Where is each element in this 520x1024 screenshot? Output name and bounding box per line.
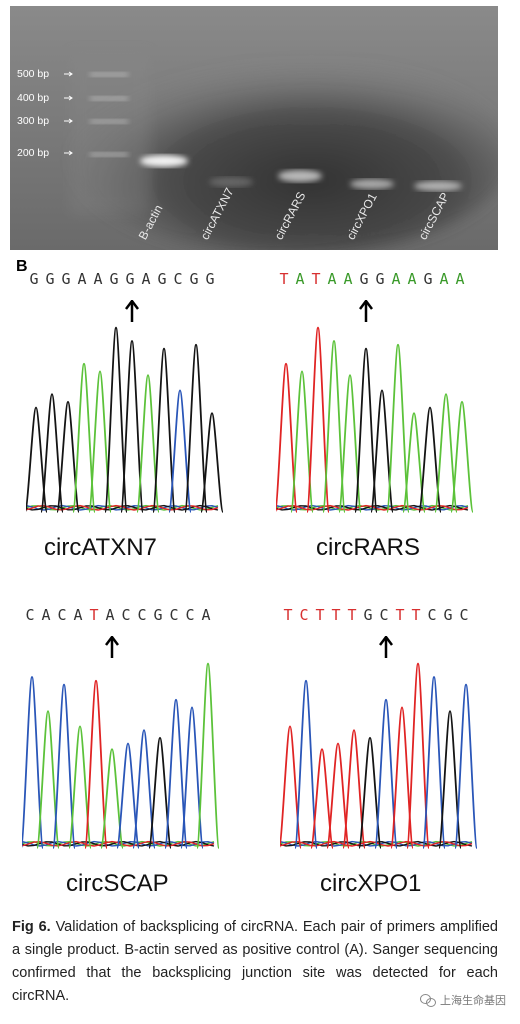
base-letter: G (423, 270, 433, 288)
junction-arrow-icon (125, 300, 139, 322)
base-letter: A (93, 270, 103, 288)
base-letter: G (363, 606, 373, 624)
chromatogram-title: circXPO1 (320, 870, 422, 897)
base-peak (354, 347, 378, 513)
base-letter: G (443, 606, 453, 624)
base-letter: C (459, 606, 469, 624)
base-letter: G (205, 270, 215, 288)
base-letter: G (359, 270, 369, 288)
base-letter: A (201, 606, 211, 624)
base-peak (84, 679, 108, 849)
base-letter: C (121, 606, 131, 624)
base-letter: A (295, 270, 305, 288)
base-letter: T (89, 606, 99, 624)
junction-arrow-icon (105, 636, 119, 658)
trace-svg (276, 300, 474, 513)
base-letter: T (411, 606, 421, 624)
base-letter: C (299, 606, 309, 624)
base-letter: A (41, 606, 51, 624)
base-letter: A (73, 606, 83, 624)
base-peak (422, 676, 446, 849)
base-letter: C (57, 606, 67, 624)
base-letter: C (185, 606, 195, 624)
base-letter: C (137, 606, 147, 624)
base-letter: G (109, 270, 119, 288)
base-peak (120, 340, 144, 513)
trace-svg (22, 636, 220, 849)
marker-300bp-label: 300 bp (17, 115, 50, 127)
base-letter: C (173, 270, 183, 288)
base-letter: A (141, 270, 151, 288)
base-letter: G (125, 270, 135, 288)
base-letter: G (189, 270, 199, 288)
base-peak (184, 343, 208, 513)
base-letter: T (347, 606, 357, 624)
base-peak (386, 343, 410, 513)
base-peak (52, 683, 76, 849)
base-letter: G (157, 270, 167, 288)
gel-background (10, 6, 498, 250)
panel-b-letter: B (16, 258, 28, 275)
base-letter: A (391, 270, 401, 288)
base-letter: A (327, 270, 337, 288)
base-letter: A (439, 270, 449, 288)
base-letter: A (343, 270, 353, 288)
base-letter: A (407, 270, 417, 288)
base-letter: G (153, 606, 163, 624)
base-letter: A (77, 270, 87, 288)
watermark-text: 上海生命基因 (440, 994, 506, 1007)
base-peak (152, 347, 176, 513)
gel-image: 500 bp 400 bp 300 bp 200 bp B-actin circ… (10, 6, 498, 250)
base-peak (200, 412, 224, 513)
base-letter: G (45, 270, 55, 288)
base-letter: C (379, 606, 389, 624)
marker-200bp-label: 200 bp (17, 147, 50, 159)
trace-svg (26, 300, 224, 513)
trace-svg (280, 636, 478, 849)
base-letter: A (455, 270, 465, 288)
base-letter: G (61, 270, 71, 288)
caption-text: Validation of backsplicing of circRNA. E… (12, 919, 498, 1004)
base-letter: C (169, 606, 179, 624)
base-letter: T (331, 606, 341, 624)
base-letter: G (29, 270, 39, 288)
base-letter: T (395, 606, 405, 624)
base-peak (22, 676, 44, 849)
base-letter: C (25, 606, 35, 624)
chromatogram-title: circRARS (316, 534, 421, 561)
watermark: 上海生命基因 (420, 992, 506, 1008)
base-peak (454, 683, 478, 849)
caption-label: Fig 6. (12, 919, 51, 935)
base-peak (450, 400, 474, 513)
base-peak (196, 662, 220, 849)
chromatogram-title: circATXN7 (44, 534, 157, 561)
base-peak (322, 340, 346, 513)
base-letter: T (315, 606, 325, 624)
base-letter: A (105, 606, 115, 624)
base-peak (294, 679, 318, 849)
base-letter: C (427, 606, 437, 624)
base-letter: G (375, 270, 385, 288)
junction-arrow-icon (379, 636, 393, 658)
figure-caption: Fig 6. Validation of backsplicing of cir… (12, 916, 498, 1008)
base-letter: T (311, 270, 321, 288)
junction-arrow-icon (359, 300, 373, 322)
base-letter: T (283, 606, 293, 624)
marker-400bp-label: 400 bp (17, 92, 50, 104)
wechat-icon (420, 993, 436, 1007)
base-letter: T (279, 270, 289, 288)
chromatogram-title: circSCAP (66, 870, 169, 897)
marker-500bp-label: 500 bp (17, 68, 50, 80)
